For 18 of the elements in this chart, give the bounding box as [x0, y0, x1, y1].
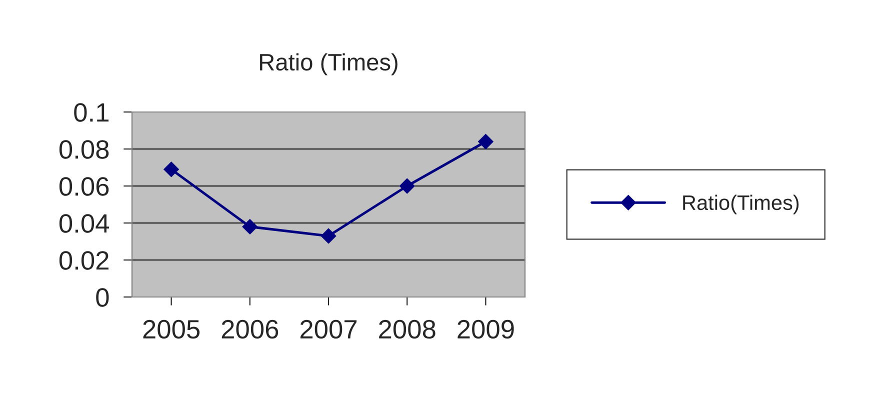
y-tick-label: 0 [96, 288, 109, 307]
legend-label: Ratio(Times) [683, 194, 799, 214]
point [400, 178, 415, 194]
y-tick-label: 0.04 [59, 214, 110, 233]
point [320, 228, 336, 244]
x-tick-label: 2006 [222, 320, 278, 339]
chart-title: Ratio (Times) [260, 53, 398, 76]
y-tick-label: 0.06 [59, 177, 109, 196]
x-tick-label: 2007 [300, 320, 357, 339]
y-tick-label: 0.02 [59, 251, 108, 270]
point [242, 219, 258, 234]
y-tick-label: 0.1 [74, 103, 108, 122]
y-tick-label: 0.08 [59, 140, 109, 159]
x-tick-label: 2008 [379, 320, 436, 339]
point [164, 162, 179, 177]
x-tick-label: 2005 [143, 320, 200, 339]
x-tick-label: 2009 [458, 320, 514, 339]
point [478, 134, 494, 150]
